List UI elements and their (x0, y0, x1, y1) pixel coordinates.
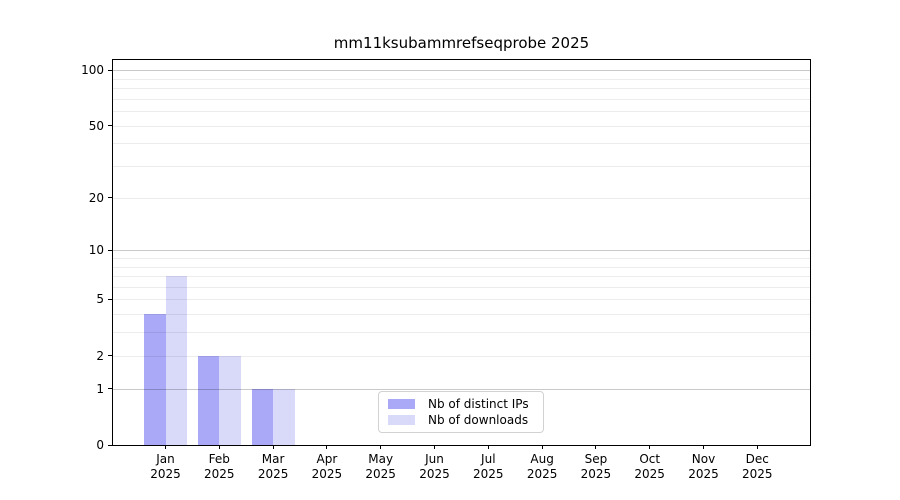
x-year-label: 2025 (634, 467, 665, 481)
x-tick-label: Sep 2025 (564, 452, 628, 482)
y-tick-label: 5 (96, 292, 104, 307)
chart-legend: Nb of distinct IPs Nb of downloads (378, 391, 544, 433)
x-month-label: May (368, 452, 394, 466)
x-tick-mark (703, 445, 704, 449)
y-tick-mark (108, 298, 112, 300)
bar (219, 355, 241, 445)
y-tick-mark (108, 388, 112, 390)
x-tick-mark (272, 445, 274, 449)
major-gridline (113, 70, 810, 72)
y-tick-mark (108, 69, 112, 71)
minor-gridline (113, 166, 810, 168)
x-tick-label: Feb 2025 (187, 452, 251, 482)
y-tick-label: 50 (88, 118, 104, 133)
x-tick-label: Jan 2025 (134, 452, 198, 482)
legend-label: Nb of downloads (428, 413, 529, 428)
legend-swatch (388, 398, 415, 409)
y-tick-label: 1 (96, 381, 104, 396)
minor-gridline (113, 88, 810, 90)
y-tick-mark (108, 249, 112, 251)
major-gridline (113, 388, 810, 390)
minor-gridline (113, 143, 810, 145)
y-tick-label: 10 (88, 243, 104, 258)
x-year-label: 2025 (150, 467, 181, 481)
minor-gridline (113, 286, 810, 288)
legend-row: Nb of downloads (388, 413, 534, 428)
bar (251, 388, 274, 445)
x-year-label: 2025 (742, 467, 773, 481)
x-tick-label: May 2025 (349, 452, 413, 482)
y-tick-mark (108, 197, 112, 199)
x-tick-mark (595, 445, 597, 449)
minor-gridline (113, 314, 810, 316)
x-year-label: 2025 (204, 467, 235, 481)
legend-row: Nb of distinct IPs (388, 396, 534, 411)
major-gridline (113, 250, 810, 252)
x-tick-mark (326, 445, 328, 449)
x-tick-label: Dec 2025 (725, 452, 789, 482)
x-month-label: Jan (156, 452, 175, 466)
x-month-label: Aug (530, 452, 554, 466)
x-tick-label: Oct 2025 (618, 452, 682, 482)
y-tick-label: 0 (96, 438, 104, 452)
minor-gridline (113, 332, 810, 334)
x-year-label: 2025 (311, 467, 343, 481)
minor-gridline (113, 276, 810, 278)
minor-gridline (113, 111, 810, 113)
minor-gridline (113, 98, 810, 100)
chart-title: mm11ksubammrefseqprobe 2025 (333, 34, 590, 52)
x-tick-mark (434, 445, 435, 449)
x-month-label: Mar (261, 452, 285, 466)
x-year-label: 2025 (688, 467, 719, 481)
bar (165, 276, 187, 445)
legend-label: Nb of distinct IPs (428, 396, 529, 411)
x-month-label: Jul (481, 452, 496, 466)
x-tick-label: Nov 2025 (672, 452, 736, 482)
minor-gridline (113, 266, 810, 268)
x-year-label: 2025 (365, 467, 396, 481)
y-tick-label: 20 (88, 190, 104, 205)
x-tick-label: Jun 2025 (403, 452, 467, 482)
x-tick-mark (380, 445, 382, 449)
x-tick-mark (756, 445, 758, 449)
x-tick-label: Aug 2025 (510, 452, 574, 482)
bar (197, 355, 220, 445)
minor-gridline (113, 197, 810, 199)
x-year-label: 2025 (526, 467, 558, 481)
x-month-label: Oct (639, 452, 661, 466)
minor-gridline (113, 299, 810, 301)
x-year-label: 2025 (580, 467, 612, 481)
y-tick-mark (108, 125, 112, 127)
bar (273, 388, 295, 445)
x-tick-mark (487, 445, 489, 449)
bar (144, 314, 166, 445)
x-tick-mark (541, 445, 543, 449)
x-month-label: Feb (208, 452, 230, 466)
x-year-label: 2025 (419, 467, 450, 481)
y-tick-mark (108, 355, 112, 357)
x-month-label: Sep (584, 452, 608, 466)
x-tick-mark (165, 445, 166, 449)
x-tick-mark (649, 445, 651, 449)
legend-swatch (388, 415, 415, 426)
x-tick-mark (218, 445, 220, 449)
minor-gridline (113, 125, 810, 127)
minor-gridline (113, 78, 810, 80)
minor-gridline (113, 355, 810, 357)
y-tick-label: 100 (81, 63, 104, 78)
x-year-label: 2025 (257, 467, 289, 481)
x-tick-label: Jul 2025 (456, 452, 520, 482)
y-tick-mark (108, 444, 112, 446)
x-tick-label: Apr 2025 (295, 452, 359, 482)
x-year-label: 2025 (473, 467, 504, 481)
y-tick-label: 2 (96, 348, 104, 363)
plot-area (113, 60, 810, 445)
minor-gridline (113, 258, 810, 259)
x-month-label: Nov (691, 452, 716, 466)
x-month-label: Apr (316, 452, 338, 466)
x-tick-label: Mar 2025 (241, 452, 305, 482)
x-month-label: Jun (425, 452, 444, 466)
x-month-label: Dec (745, 452, 769, 466)
